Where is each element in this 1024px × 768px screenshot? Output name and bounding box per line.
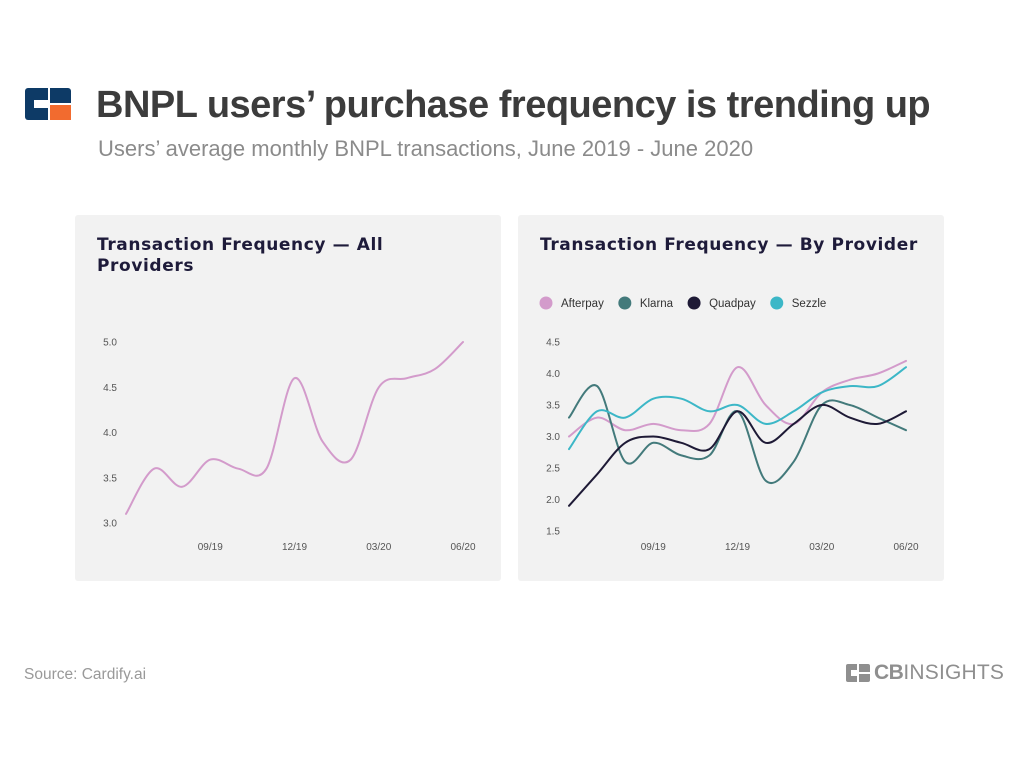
legend-label-sezzle: Sezzle (792, 298, 827, 310)
y-tick-label: 3.0 (103, 519, 117, 530)
series-line-sezzle (568, 366, 907, 451)
page-title: BNPL users’ purchase frequency is trendi… (96, 84, 931, 126)
y-tick-label: 3.5 (103, 473, 117, 484)
x-tick-label: 09/19 (641, 542, 666, 553)
x-tick-label: 12/19 (725, 542, 750, 553)
chart-title: Transaction Frequency — By Provider (540, 235, 918, 255)
legend-label-quadpay: Quadpay (709, 298, 756, 310)
chart-panel-all-providers: Transaction Frequency — All Providers 3.… (75, 215, 501, 581)
y-tick-label: 2.5 (546, 464, 560, 475)
legend-marker-afterpay (539, 296, 553, 310)
page-subtitle: Users’ average monthly BNPL transactions… (98, 136, 754, 161)
chart-panel-by-provider: Transaction Frequency — By Provider 1.5 2… (518, 215, 944, 581)
x-tick-label: 06/20 (450, 542, 475, 553)
source-note: Source: Cardify.ai (24, 666, 147, 683)
x-tick-label: 09/19 (198, 542, 223, 553)
brand-insights-text: INSIGHTS (903, 661, 1005, 684)
legend-label-klarna: Klarna (640, 298, 674, 310)
y-tick-label: 3.5 (546, 401, 560, 412)
series-line (125, 341, 464, 515)
x-tick-label: 06/20 (893, 542, 918, 553)
y-tick-label: 4.5 (546, 338, 560, 349)
y-tick-label: 4.0 (546, 369, 560, 380)
series-line-afterpay (568, 359, 907, 438)
legend-marker-quadpay (687, 296, 701, 310)
chart-title: Transaction Frequency — All Providers (97, 235, 384, 276)
y-tick-label: 3.0 (546, 432, 560, 443)
cb-logo-icon (25, 88, 71, 120)
series-line-klarna (568, 384, 907, 484)
chart-all-providers: 3.0 3.5 4.0 4.5 5.0 09/19 12/19 03/20 06/20 (103, 338, 476, 554)
x-tick-label: 03/20 (366, 542, 391, 553)
y-tick-label: 2.0 (546, 495, 560, 506)
legend-marker-sezzle (770, 296, 784, 310)
y-tick-label: 1.5 (546, 527, 560, 538)
y-tick-label: 5.0 (103, 338, 117, 349)
series-line-quadpay (568, 403, 907, 507)
legend-label-afterpay: Afterpay (561, 298, 604, 310)
cb-insights-brand: CB INSIGHTS (846, 661, 1004, 685)
x-tick-label: 12/19 (282, 542, 307, 553)
cb-brand-icon (846, 664, 870, 682)
brand-cb-text: CB (874, 661, 904, 684)
y-tick-label: 4.0 (103, 428, 117, 439)
chart-by-provider: 1.5 2.0 2.5 3.0 3.5 4.0 4.5 09/19 12/19 03/20 06/2… (539, 296, 919, 553)
y-tick-label: 4.5 (103, 383, 117, 394)
x-tick-label: 03/20 (809, 542, 834, 553)
legend-marker-klarna (618, 296, 632, 310)
